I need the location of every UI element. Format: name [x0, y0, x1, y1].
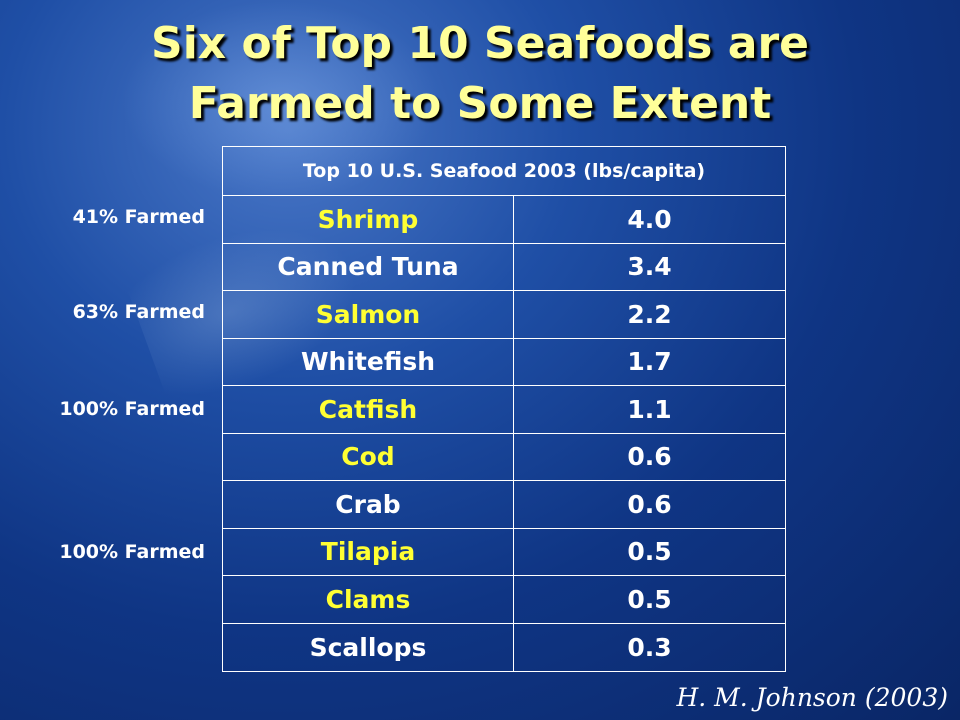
background-glow: [120, 0, 440, 200]
seafood-name-cell: Whitefish: [223, 338, 514, 385]
seafood-name-cell: Crab: [223, 481, 514, 528]
farm-label-salmon: 63% Farmed: [72, 301, 205, 323]
farm-label-catfish: 100% Farmed: [59, 398, 205, 420]
table-body: Shrimp 4.0 Canned Tuna 3.4 Salmon 2.2 Whitefis…: [223, 196, 785, 671]
seafood-name-cell: Shrimp: [223, 196, 514, 243]
seafood-value-cell: 0.3: [627, 632, 672, 662]
farm-label-shrimp: 41% Farmed: [72, 206, 205, 228]
table-row: Canned Tuna 3.4: [223, 243, 785, 291]
seafood-name-cell: Clams: [223, 576, 514, 623]
table-row: Clams 0.5: [223, 576, 785, 624]
seafood-value-cell: 3.4: [627, 252, 672, 282]
seafood-value-cell: 0.6: [627, 489, 672, 519]
seafood-value-cell: 2.2: [627, 299, 672, 329]
seafood-value-cell: 0.5: [627, 537, 672, 567]
seafood-value-cell: 0.6: [627, 442, 672, 472]
farm-label-tilapia: 100% Farmed: [59, 541, 205, 563]
slide-title: Six of Top 10 Seafoods are Farmed to Som…: [0, 14, 960, 134]
table-row: Cod 0.6: [223, 433, 785, 481]
seafood-name-cell: Canned Tuna: [223, 243, 514, 290]
seafood-value-cell: 0.5: [627, 584, 672, 614]
seafood-name-cell: Salmon: [223, 291, 514, 338]
table-row: Shrimp 4.0: [223, 196, 785, 244]
seafood-value-cell: 4.0: [627, 204, 672, 234]
seafood-name-cell: Scallops: [223, 623, 514, 671]
table-row: Tilapia 0.5: [223, 528, 785, 576]
seafood-value-cell: 1.7: [627, 347, 672, 377]
table-row: Scallops 0.3: [223, 623, 785, 671]
table-header: Top 10 U.S. Seafood 2003 (lbs/capita): [223, 147, 785, 196]
table-row: Crab 0.6: [223, 481, 785, 529]
title-line-2: Farmed to Some Extent: [188, 78, 772, 129]
table-row: Catfish 1.1: [223, 386, 785, 434]
seafood-name-cell: Cod: [223, 433, 514, 480]
table-row: Salmon 2.2: [223, 291, 785, 339]
citation: H. M. Johnson (2003): [676, 683, 948, 712]
seafood-name-cell: Tilapia: [223, 528, 514, 575]
seafood-name-cell: Catfish: [223, 386, 514, 433]
seafood-value-cell: 1.1: [627, 394, 672, 424]
seafood-table: Top 10 U.S. Seafood 2003 (lbs/capita) Sh…: [222, 146, 786, 672]
title-line-1: Six of Top 10 Seafoods are: [151, 18, 809, 69]
table-row: Whitefish 1.7: [223, 338, 785, 386]
